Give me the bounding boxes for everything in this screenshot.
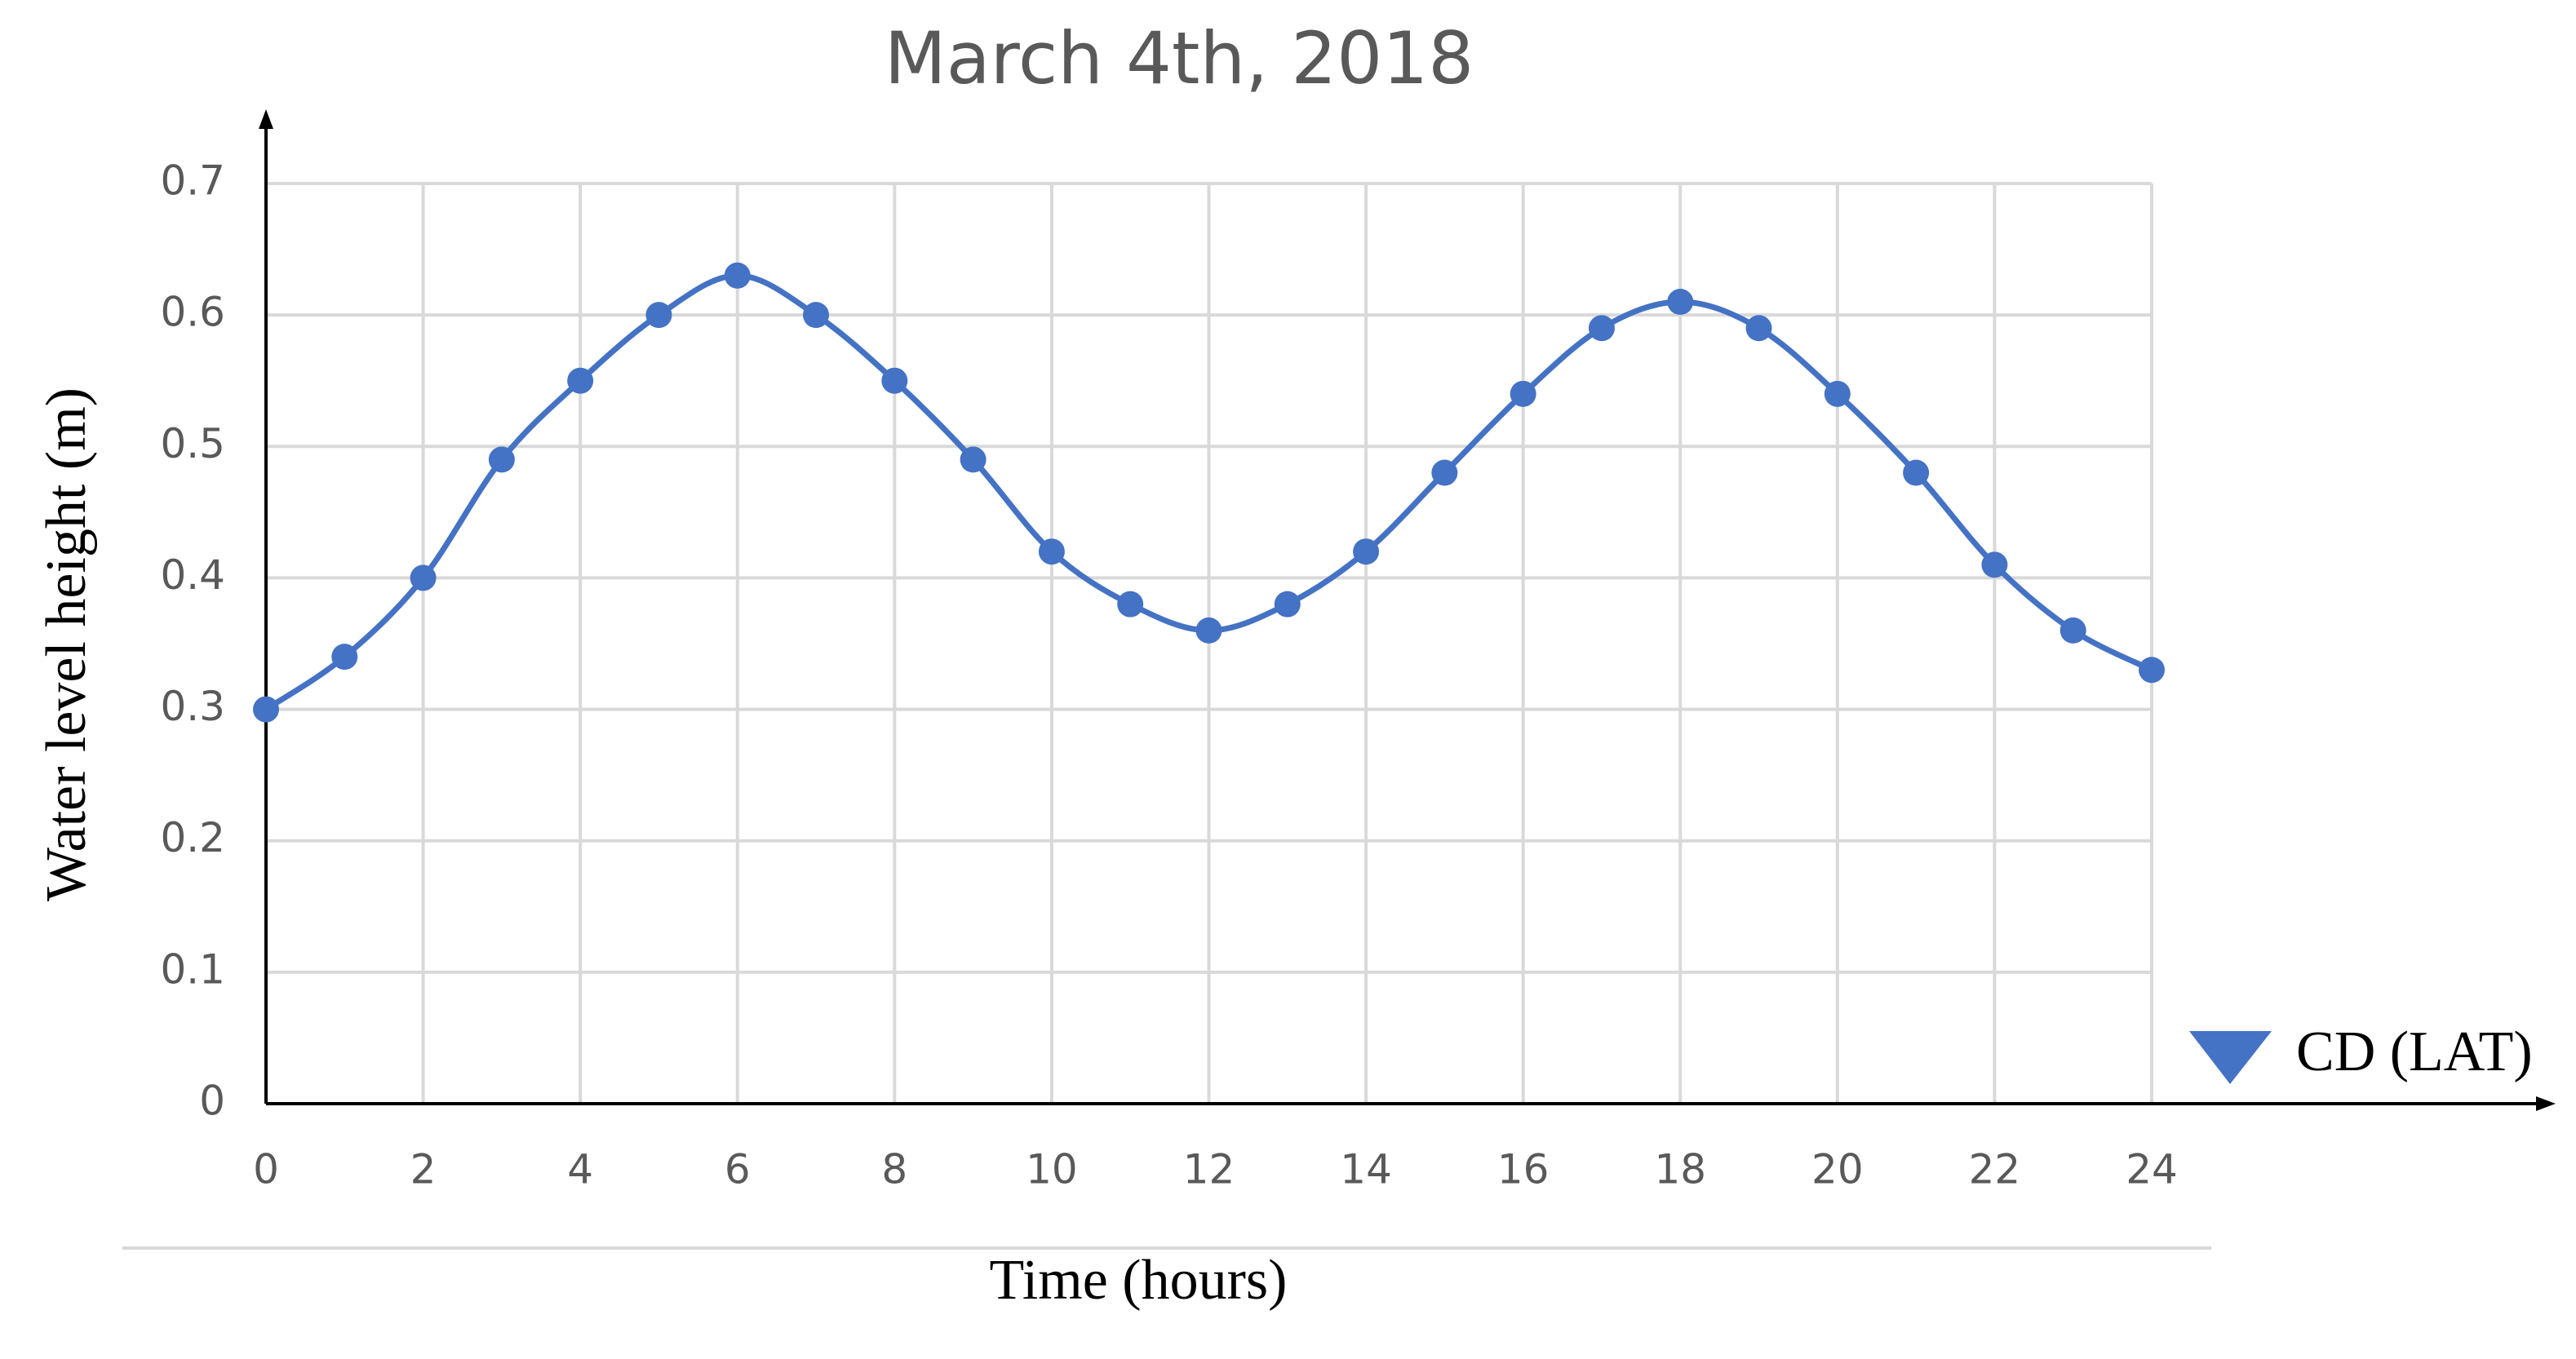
- data-point: [488, 446, 515, 473]
- data-point: [1510, 380, 1536, 407]
- y-axis-arrow: [259, 109, 273, 129]
- x-tick-label: 8: [881, 1146, 907, 1193]
- data-point: [410, 564, 437, 591]
- y-tick-label: 0.6: [160, 289, 225, 336]
- x-tick-label: 12: [1183, 1146, 1235, 1193]
- y-tick-label: 0.7: [160, 157, 225, 205]
- data-point: [1195, 617, 1222, 644]
- x-axis-arrow: [2536, 1096, 2556, 1111]
- legend-triangle: [2189, 1031, 2272, 1084]
- x-tick-label: 20: [1811, 1146, 1864, 1193]
- y-tick-label: 0: [199, 1078, 225, 1125]
- data-point: [645, 302, 672, 329]
- data-point: [724, 262, 751, 289]
- x-tick-label: 22: [1969, 1146, 2021, 1193]
- y-tick-label: 0.1: [160, 945, 225, 993]
- data-point: [253, 696, 279, 723]
- data-point: [1588, 315, 1615, 342]
- data-point: [960, 446, 987, 473]
- y-tick-label: 0.5: [160, 420, 225, 467]
- annotation: CD (LAT): [2296, 1020, 2533, 1083]
- y-axis-label: Water level height (m): [35, 387, 98, 901]
- data-point: [1274, 591, 1301, 618]
- y-tick-label: 0.3: [160, 683, 225, 730]
- x-tick-label: 2: [410, 1146, 437, 1193]
- data-point: [1981, 551, 2008, 578]
- chart-title: March 4th, 2018: [885, 16, 1474, 100]
- x-tick-label: 16: [1497, 1146, 1550, 1193]
- data-point: [2139, 657, 2165, 684]
- x-tick-label: 0: [253, 1146, 279, 1193]
- data-point: [2059, 617, 2086, 644]
- x-tick-label: 10: [1026, 1146, 1078, 1193]
- data-point: [1824, 380, 1851, 407]
- x-axis-label: Time (hours): [990, 1249, 1288, 1312]
- x-tick-label: 14: [1340, 1146, 1392, 1193]
- x-tick-label: 4: [567, 1146, 593, 1193]
- y-tick-label: 0.2: [160, 814, 225, 861]
- data-point: [1745, 315, 1772, 342]
- data-point: [567, 367, 594, 394]
- data-point: [1431, 459, 1458, 486]
- data-point: [1903, 459, 1930, 486]
- x-tick-label: 24: [2126, 1146, 2178, 1193]
- data-point: [803, 302, 830, 329]
- data-point: [1353, 538, 1380, 565]
- y-tick-label: 0.4: [160, 551, 225, 599]
- data-point: [881, 367, 908, 394]
- x-tick-label: 6: [725, 1146, 751, 1193]
- data-point: [1667, 289, 1694, 316]
- data-point: [1038, 538, 1065, 565]
- data-point: [1117, 591, 1144, 618]
- data-point: [331, 644, 358, 671]
- x-tick-label: 18: [1654, 1146, 1706, 1193]
